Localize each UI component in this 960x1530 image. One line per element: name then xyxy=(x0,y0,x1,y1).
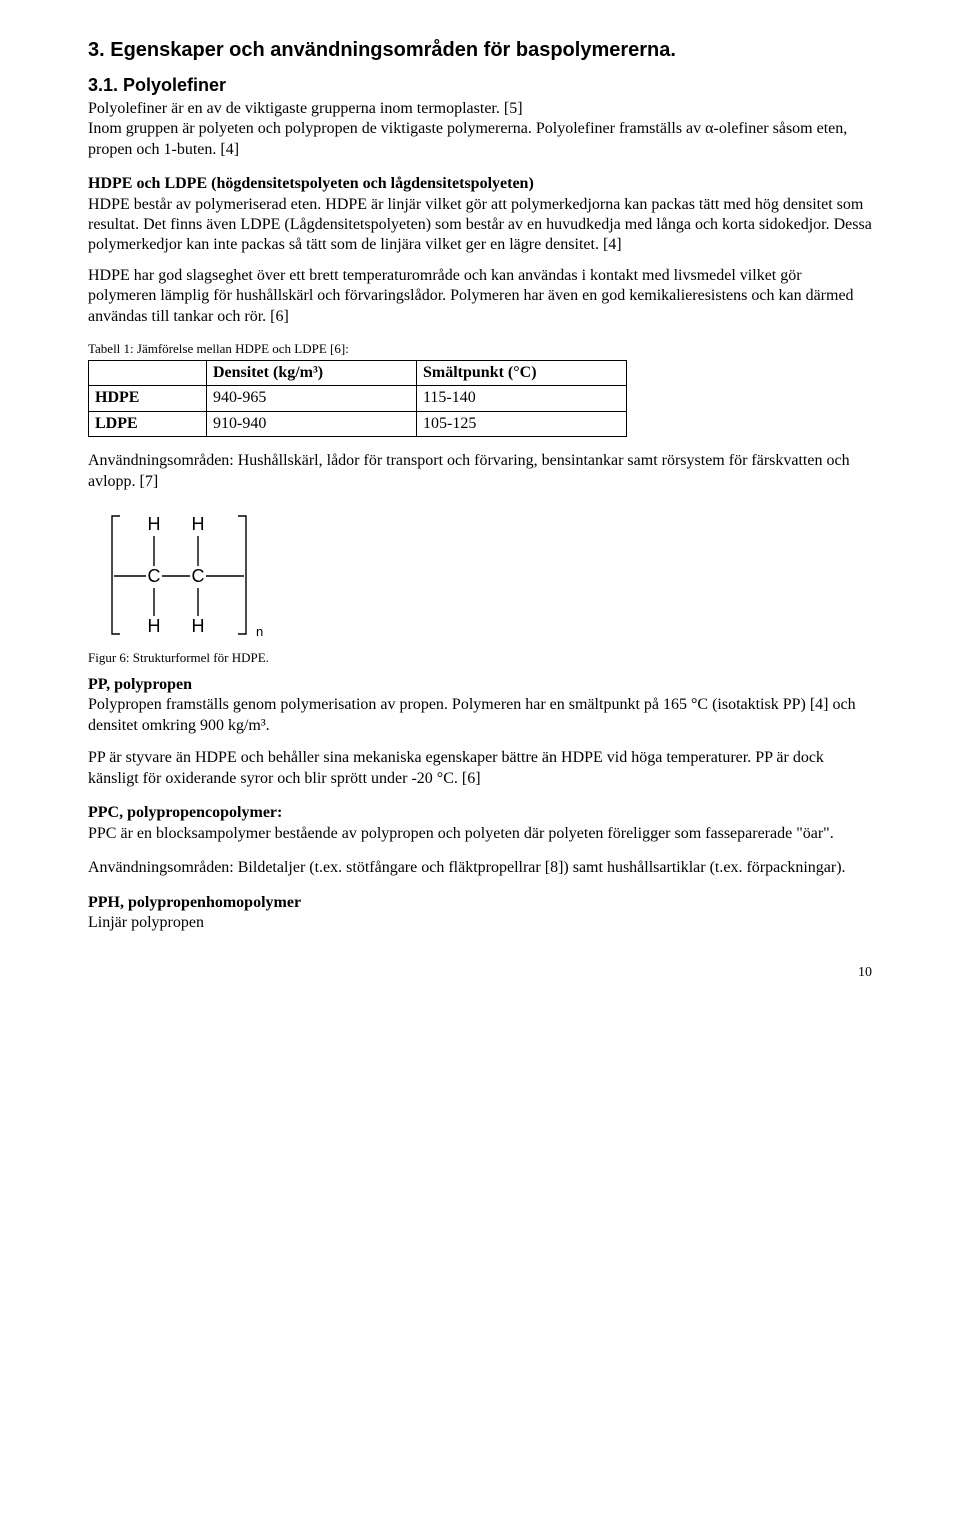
ppc-use-paragraph: Användningsområden: Bildetaljer (t.ex. s… xyxy=(88,858,872,878)
table-cell: 910-940 xyxy=(207,411,417,436)
use-paragraph: Användningsområden: Hushållskärl, lådor … xyxy=(88,451,872,492)
table-header-row: Densitet (kg/m³) Smältpunkt (°C) xyxy=(89,360,627,385)
section-heading: 3. Egenskaper och användningsområden för… xyxy=(88,38,872,64)
table-header-cell: Smältpunkt (°C) xyxy=(417,360,627,385)
atom-label-c: C xyxy=(148,566,161,586)
figure-caption: Figur 6: Strukturformel för HDPE. xyxy=(88,650,872,667)
hdpe-structure-svg: H H C C H H n xyxy=(100,508,276,644)
atom-label-h: H xyxy=(148,616,161,636)
subsection-heading: 3.1. Polyolefiner xyxy=(88,74,872,97)
pph-block: PPH, polypropenhomopolymer Linjär polypr… xyxy=(88,893,872,934)
hdpe-ldpe-block: HDPE och LDPE (högdensitetspolyeten och … xyxy=(88,174,872,256)
table-header-cell xyxy=(89,360,207,385)
table-caption: Tabell 1: Jämförelse mellan HDPE och LDP… xyxy=(88,341,872,358)
comparison-table: Densitet (kg/m³) Smältpunkt (°C) HDPE 94… xyxy=(88,360,627,437)
pp-paragraph: Polypropen framställs genom polymerisati… xyxy=(88,696,856,733)
pph-paragraph: Linjär polypropen xyxy=(88,914,204,931)
pph-heading: PPH, polypropenhomopolymer xyxy=(88,894,301,911)
ppc-block: PPC, polypropencopolymer: PPC är en bloc… xyxy=(88,803,872,844)
pp-paragraph-2: PP är styvare än HDPE och behåller sina … xyxy=(88,748,872,789)
chemical-structure-hdpe: H H C C H H n xyxy=(100,508,276,644)
atom-label-c: C xyxy=(192,566,205,586)
table-cell: 115-140 xyxy=(417,386,627,411)
intro-paragraph: Polyolefiner är en av de viktigaste grup… xyxy=(88,99,872,160)
pp-heading: PP, polypropen xyxy=(88,676,192,693)
table-cell: HDPE xyxy=(89,386,207,411)
atom-label-h: H xyxy=(192,514,205,534)
ppc-heading: PPC, polypropencopolymer: xyxy=(88,804,282,821)
table-row: LDPE 910-940 105-125 xyxy=(89,411,627,436)
hdpe-ldpe-paragraph: HDPE består av polymeriserad eten. HDPE … xyxy=(88,196,872,254)
table-cell: 105-125 xyxy=(417,411,627,436)
table-row: HDPE 940-965 115-140 xyxy=(89,386,627,411)
pp-block: PP, polypropen Polypropen framställs gen… xyxy=(88,675,872,736)
atom-label-h: H xyxy=(192,616,205,636)
table-header-cell: Densitet (kg/m³) xyxy=(207,360,417,385)
table-cell: 940-965 xyxy=(207,386,417,411)
hdpe-ldpe-heading: HDPE och LDPE (högdensitetspolyeten och … xyxy=(88,175,534,192)
table-cell: LDPE xyxy=(89,411,207,436)
repeat-unit-n: n xyxy=(256,624,263,639)
hdpe-use-paragraph: HDPE har god slagseghet över ett brett t… xyxy=(88,266,872,327)
atom-label-h: H xyxy=(148,514,161,534)
ppc-paragraph: PPC är en blocksampolymer bestående av p… xyxy=(88,825,834,842)
page-number: 10 xyxy=(88,964,872,982)
